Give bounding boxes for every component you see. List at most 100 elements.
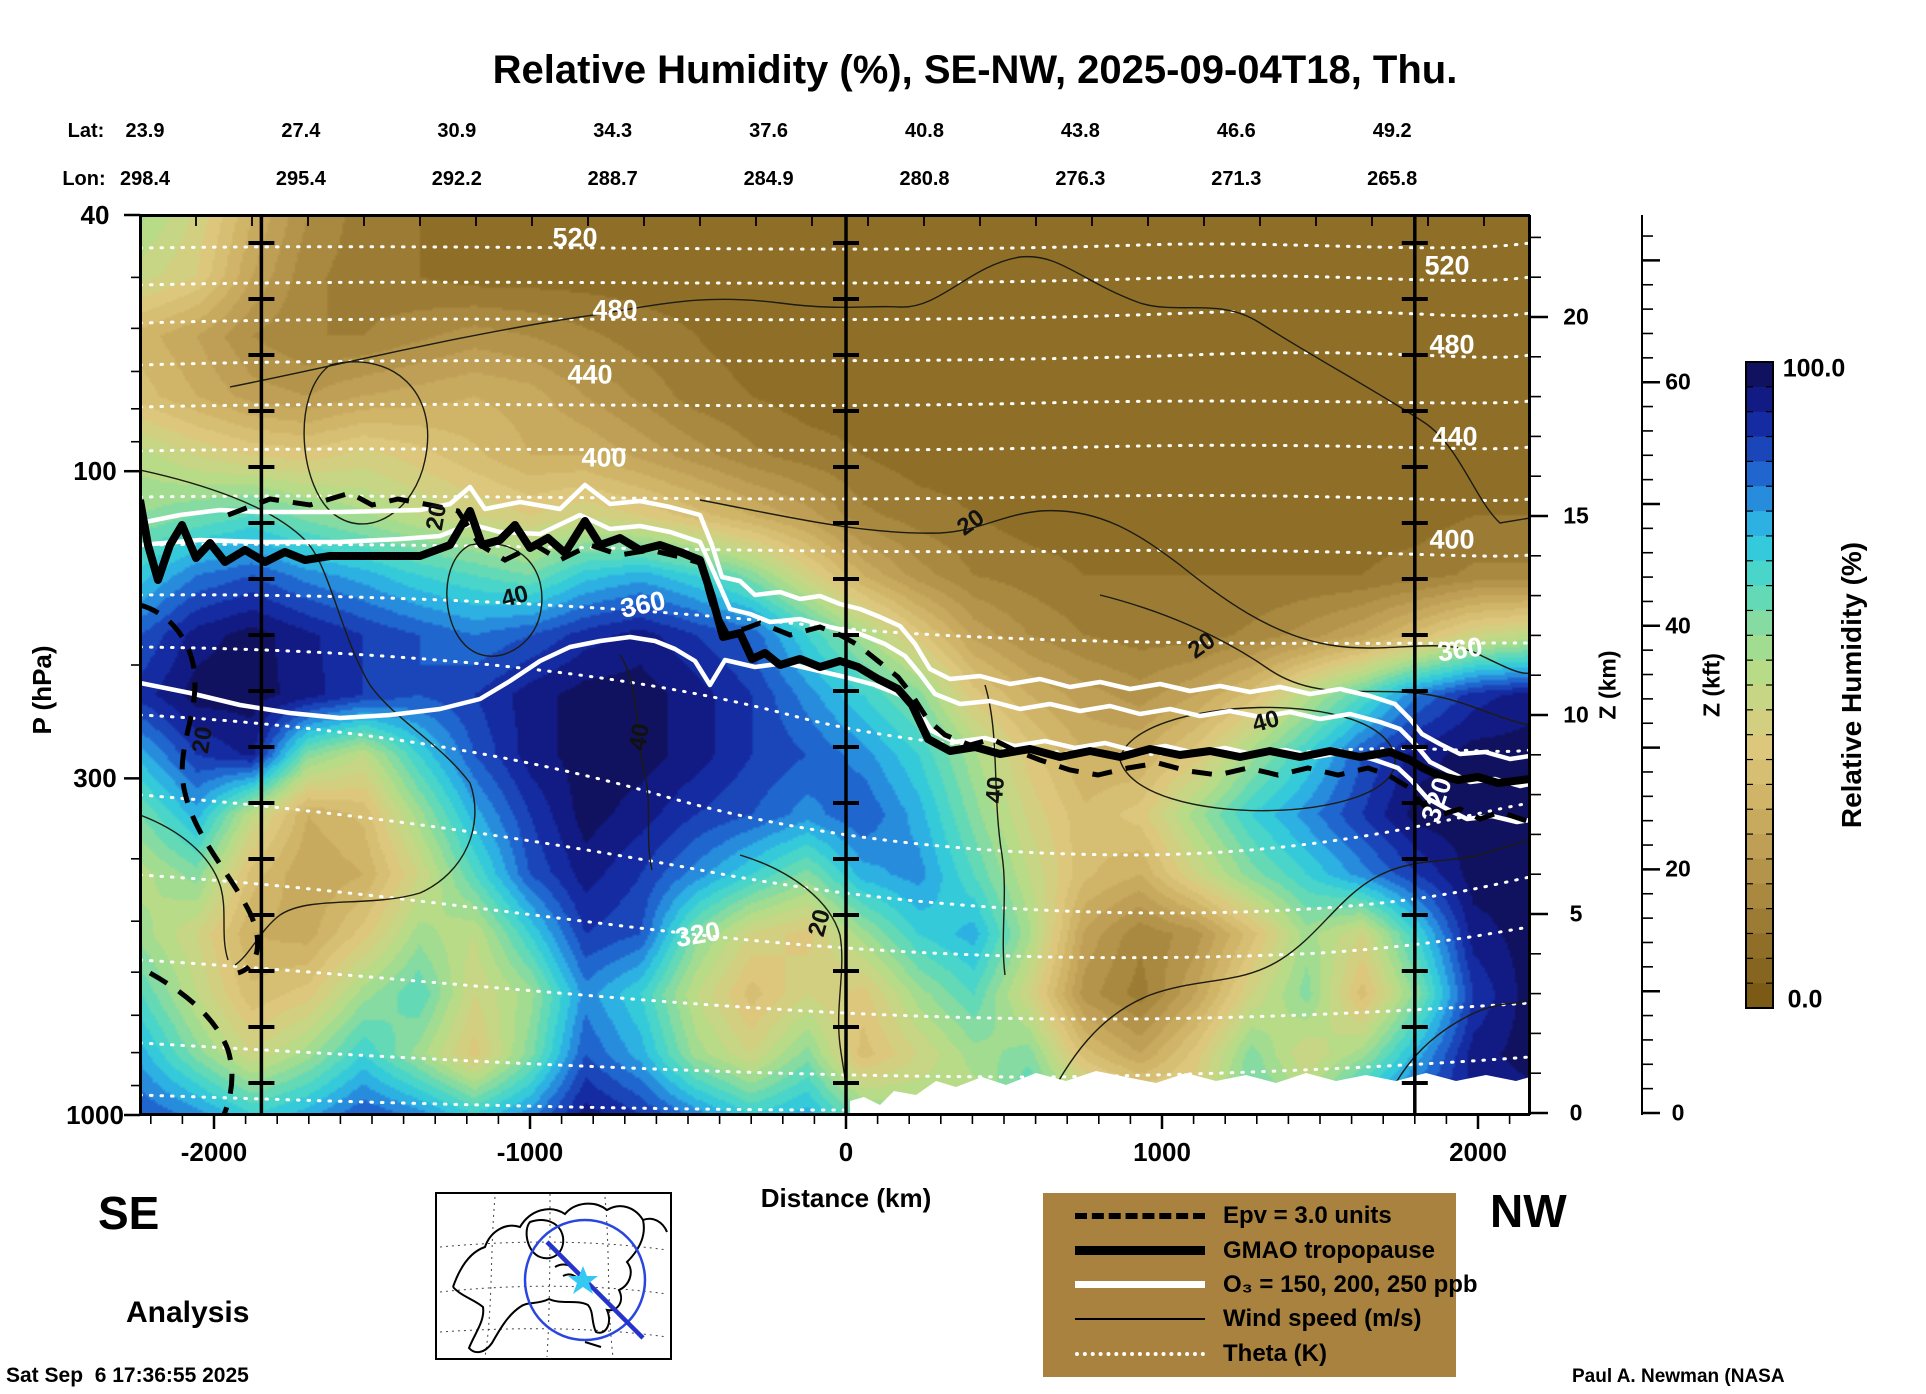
legend-item-ozone: O₃ = 150, 200, 250 ppb	[1043, 1269, 1478, 1301]
colorbar-segment	[1746, 908, 1773, 935]
colorbar-segment	[1746, 685, 1773, 711]
lon-tick-label: 284.9	[743, 168, 794, 190]
theta-contour-label: 520	[552, 222, 598, 253]
colorbar-segment	[1746, 436, 1773, 462]
z-kft-tick-label: 20	[1665, 855, 1691, 882]
se-endpoint-label: SE	[98, 1187, 160, 1239]
contour-overlay	[140, 215, 1530, 1115]
x-tick-label: 1000	[1133, 1137, 1191, 1167]
wind-line-sample	[1075, 1318, 1205, 1321]
colorbar-segment	[1746, 535, 1773, 562]
z-kft-tick-label: 0	[1671, 1099, 1685, 1126]
lon-tick-label: 288.7	[587, 168, 638, 190]
colorbar-segment	[1746, 734, 1773, 761]
colorbar-max-label: 100.0	[1782, 354, 1846, 383]
colorbar-segment	[1746, 511, 1773, 537]
ozone-line-sample	[1075, 1281, 1205, 1289]
z-km-tick-label: 5	[1569, 900, 1583, 927]
colorbar-segment	[1746, 362, 1773, 388]
analysis-label: Analysis	[126, 1296, 250, 1329]
z-km-tick-label: 20	[1563, 303, 1589, 330]
z-km-tick-label: 10	[1563, 701, 1589, 728]
legend-item-theta: Theta (K)	[1043, 1338, 1456, 1370]
lat-tick-label: 43.8	[1060, 120, 1100, 142]
cross-section-track-line	[545, 1240, 645, 1340]
p-tick-label: 40	[80, 200, 110, 230]
z-km-tick-label: 15	[1563, 502, 1589, 529]
p-tick-label: 300	[73, 763, 117, 794]
site-star-icon	[568, 1266, 598, 1294]
colorbar-segment	[1746, 660, 1773, 686]
theta-contour-label: 400	[581, 442, 627, 473]
cross-section-plot-area: 520 480 440 400 360 320 520 480 440 400 360 320 20 40…	[140, 215, 1530, 1115]
terrain-mask	[850, 1071, 1530, 1115]
lon-tick-label: 298.4	[119, 168, 171, 190]
colorbar-segment	[1746, 784, 1773, 810]
range-circle	[523, 1218, 647, 1342]
z-km-tick-label: 0	[1569, 1099, 1583, 1126]
colorbar-frame	[1745, 361, 1774, 1009]
waypoint-lines	[248, 215, 1428, 1115]
lon-tick-label: 295.4	[275, 168, 326, 190]
colorbar-segment	[1746, 933, 1773, 959]
lon-axis-label: Lon:	[62, 168, 106, 190]
colorbar-segment	[1746, 635, 1773, 661]
nw-endpoint-label: NW	[1490, 1185, 1567, 1237]
colorbar-segment	[1746, 461, 1773, 487]
lon-tick-label: 271.3	[1211, 168, 1262, 190]
epv-line-sample	[1075, 1213, 1205, 1220]
colorbar-segment	[1746, 585, 1773, 612]
z-kft-tick-label: 40	[1665, 612, 1691, 639]
legend-label-ozone: O₃ = 150, 200, 250 ppb	[1223, 1270, 1478, 1298]
epv-contour	[140, 490, 1530, 1115]
x-axis-title: Distance (km)	[760, 1183, 932, 1213]
map-frame	[435, 1192, 672, 1360]
theta-contour-label: 480	[1429, 329, 1475, 360]
lon-tick-label: 276.3	[1055, 168, 1106, 190]
colorbar-segment	[1746, 610, 1773, 636]
x-tick-label: -1000	[496, 1137, 564, 1167]
colorbar-min-label: 0.0	[1787, 985, 1823, 1014]
z-kft-tick-label: 60	[1665, 368, 1691, 395]
theta-contour-label: 480	[592, 294, 638, 325]
legend-item-epv: Epv = 3.0 units	[1043, 1200, 1456, 1232]
gmao-tropopause-line	[140, 499, 1530, 787]
lon-tick-label: 280.8	[899, 168, 950, 190]
timestamp: Sat Sep 6 17:36:55 2025	[6, 1364, 249, 1387]
colorbar-segment	[1746, 983, 1773, 1009]
colorbar-segment	[1746, 386, 1773, 413]
lat-tick-label: 27.4	[281, 120, 321, 142]
lat-tick-label: 49.2	[1372, 120, 1412, 142]
colorbar-segment	[1746, 486, 1773, 512]
legend-label-wind: Wind speed (m/s)	[1223, 1305, 1422, 1333]
lat-tick-label: 40.8	[905, 120, 944, 142]
legend-label-tropopause: GMAO tropopause	[1223, 1236, 1436, 1264]
lat-tick-label: 34.3	[593, 120, 633, 142]
colorbar-segment	[1746, 411, 1773, 438]
legend-label-epv: Epv = 3.0 units	[1223, 1202, 1392, 1230]
x-tick-label: -2000	[180, 1137, 248, 1167]
legend-label-theta: Theta (K)	[1223, 1339, 1327, 1367]
colorbar-segment	[1746, 834, 1773, 860]
colorbar-segment	[1746, 560, 1773, 587]
lat-tick-label: 46.6	[1216, 120, 1256, 142]
coastline	[452, 1202, 668, 1354]
colorbar-segment	[1746, 883, 1773, 910]
colorbar-segment	[1746, 858, 1773, 885]
colorbar-segment	[1746, 809, 1773, 835]
colorbar-segment	[1746, 958, 1773, 984]
lat-tick-label: 23.9	[125, 120, 165, 142]
theta-contour-label: 440	[567, 359, 613, 390]
theta-contour-label: 520	[1424, 250, 1470, 281]
tropopause-line-sample	[1075, 1246, 1205, 1256]
theta-line-sample	[1075, 1351, 1205, 1356]
theta-contour-label: 440	[1432, 421, 1478, 452]
map-inset	[435, 1192, 672, 1360]
legend-item-wind: Wind speed (m/s)	[1043, 1303, 1456, 1335]
lon-tick-label: 292.2	[431, 168, 482, 190]
page-title: Relative Humidity (%), SE-NW, 2025-09-04…	[492, 48, 1458, 92]
lat-tick-label: 30.9	[437, 120, 477, 142]
lat-axis-label: Lat:	[67, 120, 105, 142]
